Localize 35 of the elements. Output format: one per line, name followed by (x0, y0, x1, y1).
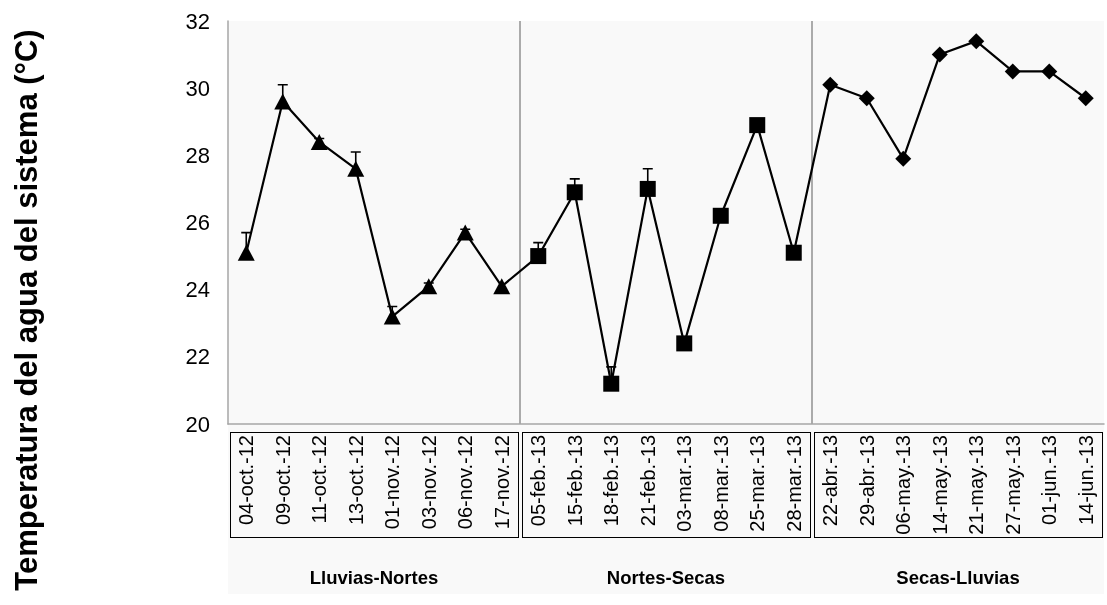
x-tick-label: 04-oct.-12 (235, 435, 258, 526)
x-tick-label: 06-may.-13 (892, 435, 915, 535)
x-tick-label: 18-feb.-13 (600, 435, 623, 527)
x-tick-label: 08-mar.-13 (709, 435, 732, 532)
y-tick-label: 30 (185, 75, 210, 101)
x-tick-label: 29-abr.-13 (855, 435, 878, 527)
x-tick-label: 25-mar.-13 (746, 435, 769, 532)
x-tick-label: 28-mar.-13 (782, 435, 805, 532)
x-tick-label: 03-nov.-12 (417, 435, 440, 530)
x-tick-label: 14-may.-13 (928, 435, 951, 535)
x-tick-label: 17-nov.-12 (490, 435, 513, 530)
x-tick-label: 27-may.-13 (1001, 435, 1024, 535)
x-tick-label: 03-mar.-13 (673, 435, 696, 532)
x-tick-label: 21-may.-13 (965, 435, 988, 535)
x-tick-label: 05-feb.-13 (527, 435, 550, 527)
y-tick-label: 28 (185, 142, 210, 168)
x-tick-label: 09-oct.-12 (271, 435, 294, 526)
x-tick-label: 22-abr.-13 (819, 435, 842, 527)
x-tick-label: 01-nov.-12 (381, 435, 404, 530)
y-tick-label: 24 (185, 277, 210, 303)
x-tick-label: 21-feb.-13 (636, 435, 659, 527)
band-label: Secas-Lluvias (896, 567, 1020, 589)
y-tick-label: 22 (185, 344, 210, 370)
x-tick-label: 13-oct.-12 (344, 435, 367, 526)
x-tick-label: 15-feb.-13 (563, 435, 586, 527)
y-axis-title: Temperatura del agua del sistema (°C) (8, 29, 45, 591)
band-label: Nortes-Secas (606, 567, 726, 589)
x-tick-label: 14-jun.-13 (1074, 435, 1097, 526)
y-tick-label: 20 (185, 411, 210, 437)
x-tick-label: 11-oct.-12 (308, 435, 331, 524)
y-tick-label: 32 (185, 8, 210, 34)
band-label: Lluvias-Nortes (309, 567, 439, 589)
x-tick-label: 01-jun.-13 (1038, 435, 1061, 526)
y-tick-label: 26 (185, 210, 210, 235)
x-tick-label: 06-nov.-12 (454, 435, 477, 530)
